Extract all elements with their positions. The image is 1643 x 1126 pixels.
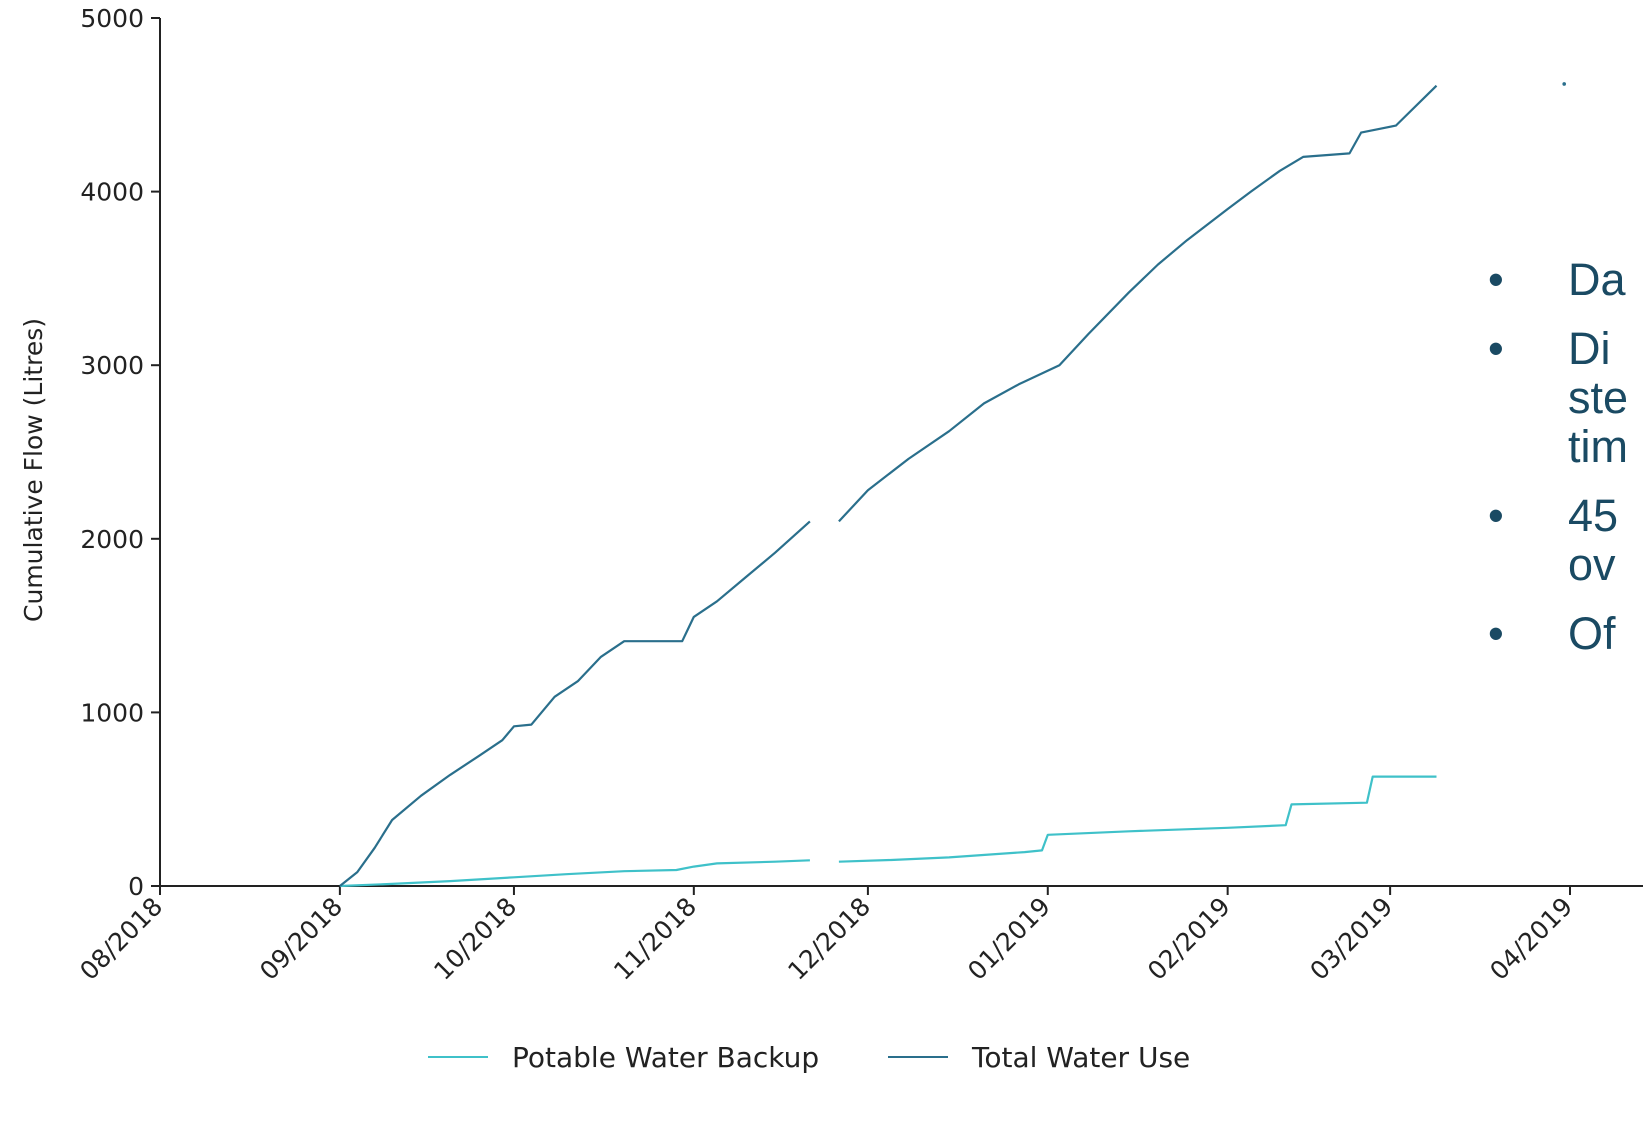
x-tick-label: 08/2018 bbox=[74, 892, 168, 986]
y-tick-label: 2000 bbox=[80, 525, 144, 554]
x-tick-label: 02/2019 bbox=[1142, 892, 1236, 986]
y-tick-label: 4000 bbox=[80, 178, 144, 207]
bullet-dot: • bbox=[1488, 608, 1504, 659]
legend-label: Potable Water Backup bbox=[512, 1041, 819, 1074]
bullet-text: Of bbox=[1568, 608, 1616, 659]
series-point bbox=[1562, 82, 1566, 86]
bullet-item: • 45 ov bbox=[1488, 491, 1643, 589]
x-tick-label: 01/2019 bbox=[962, 892, 1056, 986]
x-tick-label: 03/2019 bbox=[1304, 892, 1398, 986]
bullet-text: Da bbox=[1568, 255, 1626, 305]
axes: 0 1000 2000 3000 4000 5000 08/2018 09/2018 10/20… bbox=[74, 4, 1643, 986]
bullet-dot: • bbox=[1488, 255, 1504, 305]
bullet-dot: • bbox=[1488, 490, 1504, 541]
x-tick-label: 12/2018 bbox=[782, 892, 876, 986]
series-lines bbox=[339, 82, 1566, 888]
bullet-text: 45 ov bbox=[1568, 490, 1619, 590]
x-tick-label: 11/2018 bbox=[608, 892, 702, 986]
bullet-dot: • bbox=[1488, 323, 1504, 374]
x-tick-label: 04/2019 bbox=[1484, 892, 1578, 986]
bullet-item: • Di ste tim bbox=[1488, 324, 1643, 471]
bullet-text: Di ste tim bbox=[1568, 323, 1629, 472]
legend-label: Total Water Use bbox=[971, 1041, 1190, 1074]
bullet-item: • Of bbox=[1488, 609, 1643, 658]
y-tick-label: 1000 bbox=[80, 698, 144, 727]
y-tick-label: 0 bbox=[128, 872, 144, 901]
series-line bbox=[838, 84, 1438, 523]
y-axis-label: Cumulative Flow (Litres) bbox=[19, 318, 48, 622]
bullet-item: • Da bbox=[1488, 255, 1643, 304]
y-tick-label: 3000 bbox=[80, 351, 144, 380]
series-line bbox=[339, 859, 810, 888]
bullet-list: • Da • Di ste tim • 45 ov • Of bbox=[1488, 255, 1643, 678]
x-tick-label: 09/2018 bbox=[254, 892, 348, 986]
y-tick-label: 5000 bbox=[80, 4, 144, 33]
series-line bbox=[838, 775, 1437, 863]
series-line bbox=[339, 520, 811, 887]
x-tick-label: 10/2018 bbox=[428, 892, 522, 986]
legend: Potable Water Backup Total Water Use bbox=[428, 1041, 1190, 1074]
